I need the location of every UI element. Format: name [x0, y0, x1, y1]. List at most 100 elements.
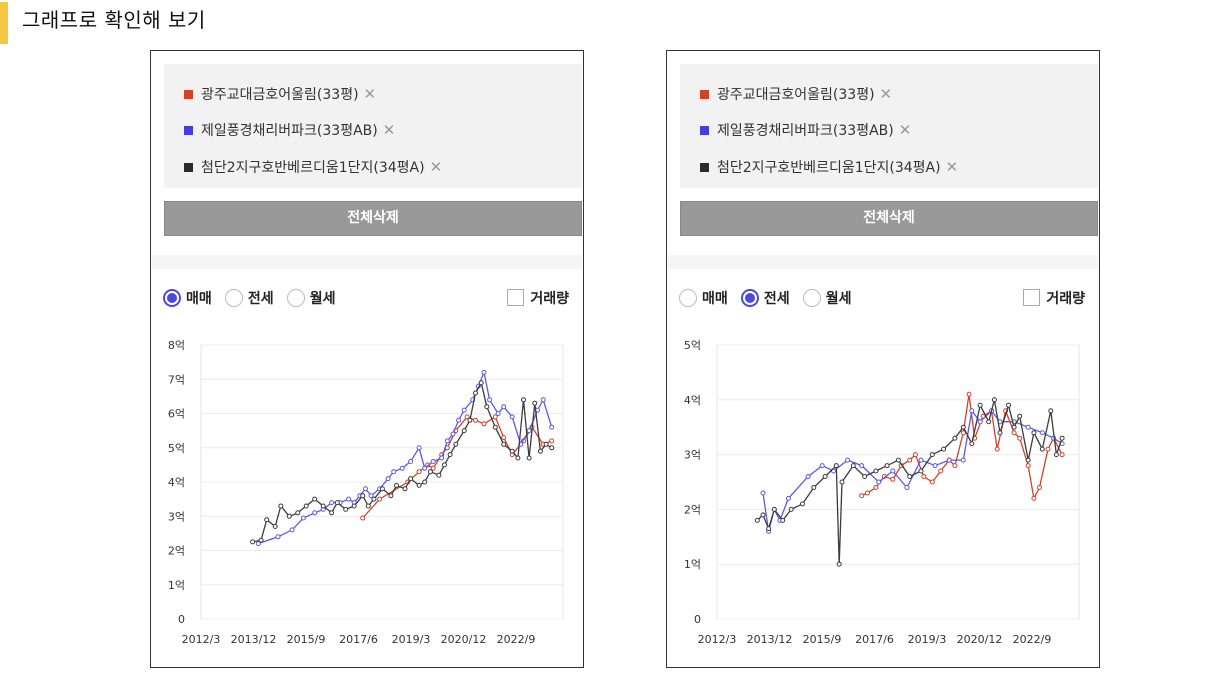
data-point [481, 421, 487, 427]
data-point [1053, 452, 1059, 458]
volume-checkbox[interactable]: 거래량 [507, 288, 569, 310]
data-point [549, 445, 555, 451]
compare-item: 광주교대금호어울림(33평) ✕ [700, 84, 892, 104]
compare-item-name: 제일풍경채리버파크(33평AB) [717, 123, 894, 139]
data-point [876, 479, 882, 485]
delete-all-button[interactable]: 전체삭제 [164, 201, 582, 236]
data-point [532, 400, 538, 406]
data-point [1006, 402, 1011, 408]
data-point [495, 411, 501, 416]
data-point [402, 486, 408, 492]
data-point [811, 485, 817, 490]
remove-icon[interactable]: ✕ [363, 85, 377, 103]
x-tick-label: 2022/9 [1013, 633, 1052, 646]
data-point [391, 469, 397, 475]
radio-circle[interactable] [286, 289, 305, 307]
data-point [501, 441, 507, 447]
data-point [422, 465, 428, 471]
data-point [969, 441, 975, 447]
price-chart: 0 1억 2억 3억 4억 5억 6억 7억 8억 2012/3 2013/12 2015/9 2017… [168, 339, 564, 646]
data-point [986, 419, 992, 425]
data-point [377, 496, 383, 502]
y-tick-label: 2억 [168, 545, 185, 558]
data-point [478, 380, 484, 386]
data-point [929, 479, 935, 485]
data-point [255, 541, 261, 547]
data-point [439, 455, 445, 461]
remove-icon[interactable]: ✕ [382, 121, 396, 139]
data-point [258, 537, 264, 543]
remove-icon[interactable]: ✕ [945, 158, 959, 176]
data-point [859, 493, 865, 499]
radio-circle[interactable] [224, 289, 243, 307]
data-point [754, 517, 760, 523]
y-tick-label: 4억 [684, 394, 701, 407]
data-point [890, 476, 896, 482]
page-title: 그래프로 확인해 보기 [22, 8, 206, 32]
radio-label: 매매 [702, 291, 728, 307]
checkbox-box[interactable] [1023, 289, 1041, 306]
remove-icon[interactable]: ✕ [429, 158, 443, 176]
radio-circle[interactable] [740, 289, 759, 307]
data-point [760, 512, 766, 518]
data-point [873, 468, 879, 474]
remove-icon[interactable]: ✕ [898, 121, 912, 139]
radio-jeonse[interactable]: 전세 [740, 287, 790, 311]
compare-list: 광주교대금호어울림(33평) ✕ 제일풍경채리버파크(33평AB) ✕ 첨단2지구호… [164, 64, 582, 188]
radio-monthly-rent[interactable]: 월세 [286, 287, 335, 311]
y-tick-label: 0 [694, 613, 701, 626]
data-point [952, 463, 958, 469]
compare-item: 첨단2지구호반베르디움1단지(34평A) ✕ [700, 157, 958, 177]
data-point [264, 517, 270, 523]
x-tick-label: 2017/6 [339, 633, 378, 646]
data-point [453, 441, 459, 447]
data-point [977, 419, 983, 425]
data-point [473, 417, 478, 423]
data-point [467, 417, 473, 423]
data-point [286, 513, 292, 519]
volume-checkbox[interactable]: 거래량 [1023, 288, 1085, 310]
data-point [501, 404, 507, 410]
plot-area [716, 344, 1080, 620]
data-point [312, 510, 318, 516]
radio-label: 매매 [186, 291, 212, 307]
data-point [481, 369, 487, 375]
y-tick-label: 8억 [168, 339, 185, 352]
series-line [861, 394, 1063, 501]
x-tick-label: 2020/12 [441, 633, 487, 646]
x-tick-label: 2019/3 [908, 633, 947, 646]
data-point [845, 457, 851, 463]
checkbox-box[interactable] [507, 289, 525, 306]
series-color-swatch [184, 90, 193, 99]
radio-circle[interactable] [802, 289, 821, 307]
remove-icon[interactable]: ✕ [879, 85, 893, 103]
data-point [430, 465, 436, 471]
compare-item: 제일풍경채리버파크(33평AB) ✕ [184, 120, 395, 140]
data-point [343, 506, 349, 512]
y-tick-label: 7억 [168, 373, 185, 386]
radio-jeonse[interactable]: 전세 [224, 287, 274, 311]
data-point [272, 524, 278, 529]
x-tick-label: 2012/3 [698, 633, 737, 646]
data-point [966, 391, 972, 397]
x-tick-label: 2013/12 [231, 633, 277, 646]
radio-monthly-rent[interactable]: 월세 [802, 287, 851, 311]
data-point [766, 526, 772, 532]
delete-all-button[interactable]: 전체삭제 [680, 201, 1098, 236]
data-point [839, 479, 845, 485]
data-point [456, 417, 462, 423]
x-tick-label: 2015/9 [287, 633, 326, 646]
radio-sale[interactable]: 매매 [163, 287, 212, 311]
data-point [932, 463, 938, 469]
data-point [450, 431, 456, 437]
data-point [800, 501, 805, 507]
data-point [864, 490, 870, 496]
data-point [907, 474, 913, 479]
radio-circle[interactable] [163, 289, 181, 307]
jeonse-chart: 0 1억 2억 3억 4억 5억 2012/3 2013/12 2015/9 2017/6 2019… [684, 339, 1080, 646]
data-point [938, 468, 944, 474]
x-tick-label: 2013/12 [747, 633, 793, 646]
radio-circle[interactable] [679, 289, 697, 307]
radio-sale[interactable]: 매매 [679, 287, 728, 311]
radio-label: 전세 [247, 291, 274, 307]
